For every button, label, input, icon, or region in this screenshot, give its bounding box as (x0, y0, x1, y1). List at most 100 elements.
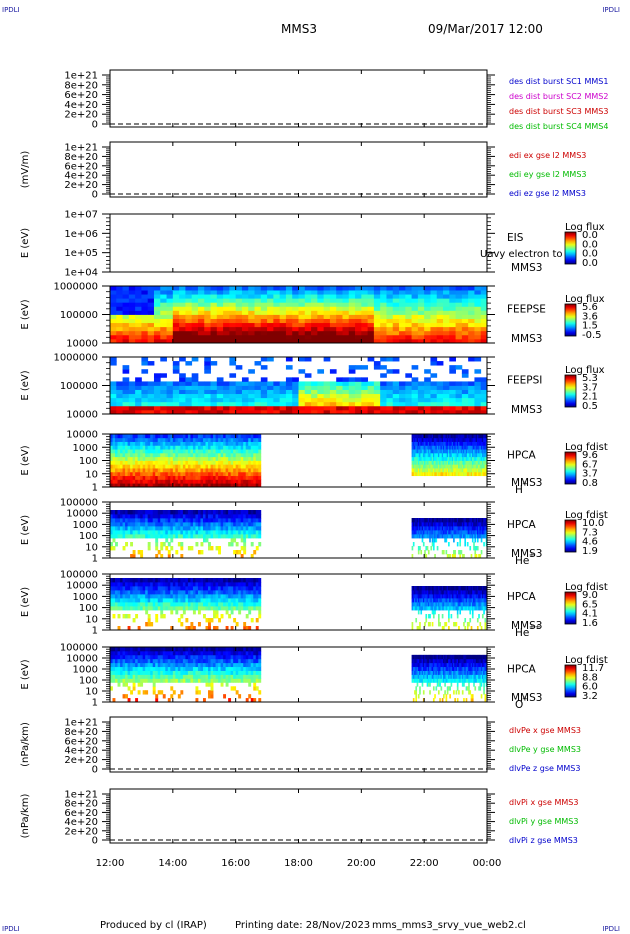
spectrogram-cell (210, 389, 218, 395)
spectrogram-cell (460, 530, 463, 535)
spectrogram-cell (230, 606, 234, 611)
spectrogram-cell (233, 618, 237, 623)
spectrogram-cell (182, 582, 186, 587)
spectrogram-cell (461, 401, 469, 407)
spectrogram-cell (140, 554, 144, 559)
spectrogram-cell (427, 598, 430, 603)
spectrogram-cell (448, 452, 450, 458)
spectrogram-cell (476, 534, 479, 539)
spectrogram-cell (172, 526, 176, 531)
spectrogram-cell (220, 526, 224, 531)
spectrogram-cell (464, 456, 467, 461)
y-tick-label: 1000000 (53, 353, 98, 364)
spectrogram-cell (441, 626, 444, 631)
spectrogram-cell (137, 598, 141, 603)
spectrogram-cell (216, 397, 224, 403)
spectrogram-cell (478, 526, 480, 531)
spectrogram-cell (411, 445, 414, 450)
spectrogram-cell (267, 338, 274, 344)
spectrogram-cell (453, 554, 455, 559)
spectrogram-cell (311, 318, 318, 324)
spectrogram-cell (180, 590, 184, 595)
spectrogram-cell (440, 518, 443, 523)
spectrogram-cell (336, 290, 343, 295)
spectrogram-cell (445, 437, 448, 442)
spectrogram-cell (253, 534, 257, 539)
spectrogram-cell (180, 542, 184, 547)
spectrogram-cell (110, 456, 113, 461)
spectrogram-cell (235, 298, 243, 303)
spectrogram-cell (167, 602, 171, 607)
spectrogram-cell (419, 546, 421, 551)
spectrogram-cell (165, 582, 169, 587)
spectrogram-cell (117, 602, 121, 607)
spectrogram-cell (380, 381, 387, 386)
spectrogram-cell (204, 393, 211, 399)
spectrogram-cell (380, 389, 387, 395)
spectrogram-cell (248, 456, 252, 461)
spectrogram-cell (127, 452, 131, 458)
spectrogram-cell (116, 405, 123, 411)
spectrogram-cell (430, 409, 438, 415)
spectrogram-cell (279, 409, 287, 415)
spectrogram-cell (112, 522, 116, 527)
spectrogram-cell (116, 294, 123, 299)
spectrogram-cell (480, 434, 483, 439)
spectrogram-cell (155, 471, 159, 477)
spectrogram-cell (182, 479, 186, 484)
spectrogram-cell (255, 441, 259, 446)
spectrogram-cell (411, 546, 414, 551)
spectrogram-cell (415, 437, 418, 442)
spectrogram-cell (431, 445, 434, 450)
spectrogram-cell (470, 554, 473, 559)
spectrogram-cell (445, 518, 448, 523)
spectrogram-cell (202, 483, 206, 488)
spectrogram-cell (190, 483, 194, 488)
spectrogram-cell (245, 534, 249, 539)
spectrogram-cell (405, 373, 412, 378)
spectrogram-cell (478, 449, 480, 454)
spectrogram-cell (220, 460, 224, 465)
spectrogram-cell (419, 468, 421, 473)
spectrogram-cell (421, 594, 424, 599)
spectrogram-cell (436, 437, 439, 442)
spectrogram-cell (434, 606, 436, 611)
spectrogram-cell (205, 514, 209, 519)
spectrogram-cell (421, 434, 424, 439)
spectrogram-cell (471, 538, 474, 543)
spectrogram-cell (425, 586, 428, 591)
spectrogram-cell (110, 357, 117, 362)
spectrogram-cell (218, 434, 221, 439)
spectrogram-cell (449, 405, 456, 411)
spectrogram-cell (422, 606, 425, 611)
spectrogram-cell (185, 626, 189, 631)
spectrogram-cell (167, 542, 171, 547)
spectrogram-cell (380, 318, 387, 324)
spectrogram-cell (115, 434, 118, 439)
spectrogram-cell (235, 334, 243, 340)
colorbar (564, 451, 577, 485)
spectrogram-cell (197, 550, 201, 555)
spectrogram-cell (450, 456, 453, 461)
spectrogram-cell (468, 318, 475, 324)
spectrogram-cell (355, 393, 362, 399)
spectrogram-cell (419, 602, 421, 607)
spectrogram-cell (424, 326, 431, 332)
spectrogram-cell (225, 510, 229, 515)
spectrogram-cell (468, 471, 470, 477)
spectrogram-cell (329, 322, 337, 328)
spectrogram-cell (245, 437, 249, 442)
spectrogram-cell (475, 534, 478, 539)
spectrogram-cell (220, 606, 224, 611)
spectrogram-cell (329, 401, 337, 407)
spectrogram-cell (426, 452, 429, 458)
spectrogram-cell (456, 530, 459, 535)
spectrogram-cell (147, 401, 155, 407)
spectrogram-cell (425, 522, 428, 527)
spectrogram-cell (175, 441, 179, 446)
spectrogram-cell (304, 334, 312, 340)
spectrogram-cell (412, 606, 415, 611)
spectrogram-cell (460, 434, 463, 439)
spectrogram-cell (140, 510, 144, 515)
spectrogram-cell (137, 445, 141, 450)
